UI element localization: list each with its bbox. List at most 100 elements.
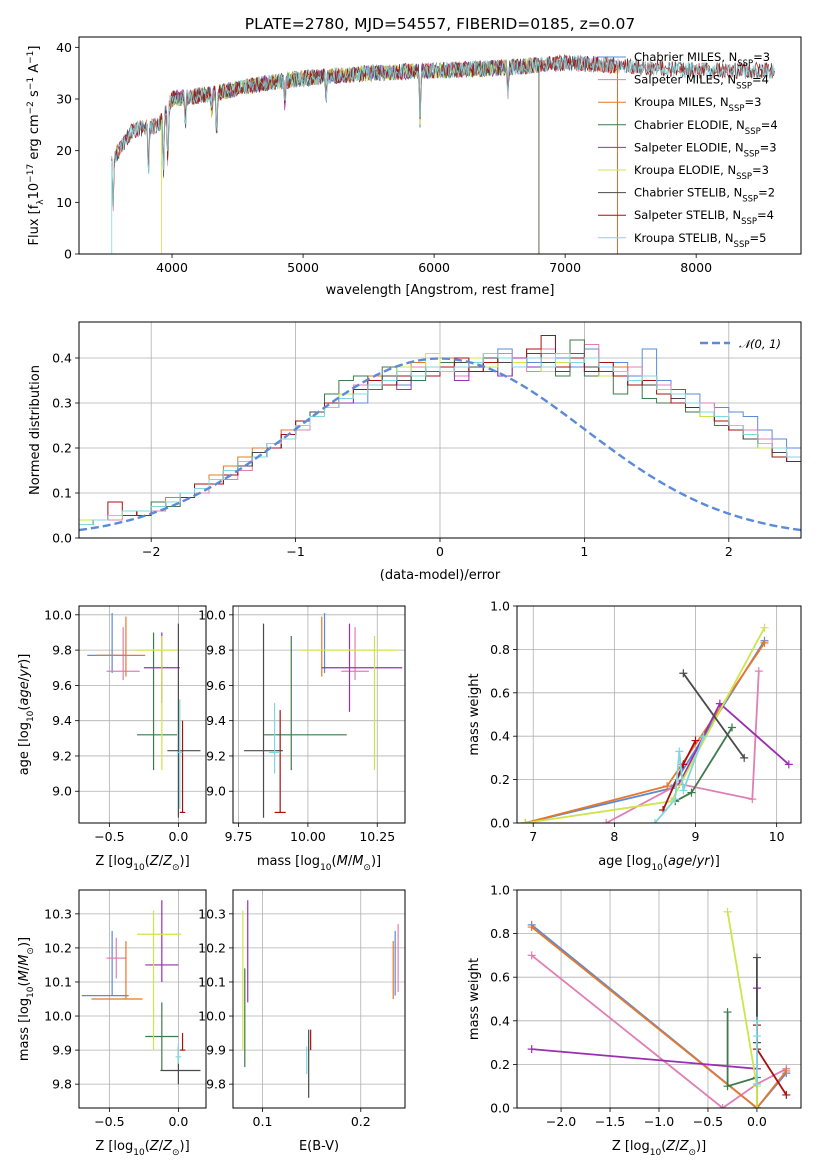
y-tick-label: 9.8: [206, 1077, 226, 1092]
x-tick-label: 10: [769, 829, 785, 844]
weight-marker: [718, 1104, 727, 1108]
weight-line-salpeter-stelib: [756, 1025, 788, 1096]
weight_vs_age-plot-area: [521, 623, 793, 823]
residuals-panel: −2 −1 0 1 2 0.0 0.1 0.2 0.3 0.4 (data-model)/error…: [28, 321, 802, 583]
y-tick-label: 9.2: [206, 748, 226, 763]
x-tick-label: 0.2: [351, 1114, 371, 1129]
weight-marker: [740, 753, 749, 762]
y-tick-label: 0.2: [490, 772, 510, 787]
weight-marker: [782, 1066, 791, 1075]
x-tick-label: 2: [725, 544, 733, 559]
weight-marker: [527, 923, 536, 932]
y-axis-label: mass weight: [467, 958, 482, 1040]
weight-marker: [754, 667, 763, 676]
y-tick-label: 0.6: [490, 970, 510, 985]
x-axis-label: E(B-V): [299, 1139, 339, 1154]
y-tick-label: 9.6: [52, 678, 72, 693]
y-tick-label: 10.0: [44, 607, 72, 622]
age_vs_mass-plot-area: [244, 613, 403, 818]
axis-label: Z [log10(Z/Z⊙)]: [95, 854, 189, 873]
y-tick-label: 30: [56, 92, 72, 107]
y-tick-label: 0.2: [490, 1057, 510, 1072]
weight-line-kroupa-miles: [531, 926, 788, 1108]
weight_vs_age-panel: 7 8 9 10 0.0 0.2 0.4 0.6 0.8 1.0 age [log10(age/yr…: [467, 599, 802, 873]
weight-marker: [663, 782, 672, 791]
y-tick-label: 0: [64, 247, 72, 262]
y-tick-label: 9.0: [206, 784, 226, 799]
weight-marker: [752, 1104, 761, 1108]
x-tick-label: −2.0: [546, 1114, 576, 1129]
x-tick-label: −0.5: [94, 1114, 124, 1129]
legend-entry: Kroupa STELIB, NSSP=5: [634, 231, 766, 250]
weight-marker: [671, 795, 680, 804]
y-tick-label: 9.4: [206, 713, 226, 728]
weight-line-chabrier-miles: [531, 924, 787, 1108]
spectrum-panel: 4000 5000 6000 7000 8000 0 10 20 30 40 PLATE=2780,…: [26, 15, 802, 298]
legend-entry: Salpeter MILES, NSSP=4: [634, 73, 769, 92]
x-tick-label: 0.0: [747, 1114, 767, 1129]
histogram-chabrier-elodie: [79, 339, 801, 525]
weight-marker: [521, 819, 530, 823]
x-tick-label: 9.75: [225, 829, 253, 844]
histogram-salpeter-stelib: [79, 335, 801, 525]
x-tick-label: −2: [142, 544, 160, 559]
mass_vs_ebv-plot-area: [242, 900, 399, 1098]
x-tick-label: 4000: [156, 260, 188, 275]
y-tick-label: 10.2: [44, 940, 72, 955]
axes-frame: [78, 36, 802, 255]
weight-line-salpeter-elodie: [531, 988, 758, 1070]
weight-marker: [715, 699, 724, 708]
x-tick-label: 10.00: [290, 829, 326, 844]
weight-line-chabrier-stelib: [682, 672, 745, 759]
y-tick-label: 10.3: [198, 906, 226, 921]
y-tick-label: 10.2: [198, 940, 226, 955]
y-tick-label: 0.8: [490, 642, 510, 657]
y-tick-label: 9.8: [206, 643, 226, 658]
weight-line-salpeter-miles: [531, 954, 787, 1108]
y-tick-label: 0.0: [490, 1101, 510, 1116]
weight-marker: [679, 669, 688, 678]
weight-marker: [760, 623, 769, 632]
weight_vs_Z-panel: −2.0 −1.5 −1.0 −0.5 0.0 0.0 0.2 0.4 0.6 0.8 1.0 Z […: [467, 883, 802, 1158]
y-tick-label: 9.9: [52, 1043, 72, 1058]
y-tick-label: 10.0: [198, 1009, 226, 1024]
legend-entry: Salpeter ELODIE, NSSP=3: [634, 140, 777, 159]
axes-frame: [232, 605, 406, 824]
legend-entry: 𝒩(0, 1): [739, 337, 781, 351]
y-tick-label: 40: [56, 40, 72, 55]
legend: Chabrier MILES, NSSP=3 Salpeter MILES, NS…: [598, 50, 778, 250]
y-tick-label: 9.9: [206, 1043, 226, 1058]
y-tick-label: 9.8: [52, 1077, 72, 1092]
spectrum-line-kroupa-stelib: [111, 55, 775, 207]
y-tick-label: 10.1: [198, 974, 226, 989]
x-tick-label: 1: [580, 544, 588, 559]
weight-marker: [782, 1090, 791, 1099]
weight-marker: [752, 1080, 761, 1089]
y-tick-label: 9.6: [206, 678, 226, 693]
y-axis-label: Flux [fλ10−17 erg cm−2 s−1 A−1]: [26, 46, 46, 246]
y-tick-label: 0.4: [490, 1013, 510, 1028]
y-axis-label: mass weight: [467, 673, 482, 755]
spectrum-line-salpeter-stelib: [111, 54, 775, 202]
y-tick-label: 0.0: [52, 531, 72, 546]
y-tick-label: 1.0: [490, 599, 510, 614]
x-tick-label: 7000: [549, 260, 581, 275]
x-tick-label: 9: [692, 829, 700, 844]
y-axis-label: Normed distribution: [28, 365, 43, 495]
y-tick-label: 0.2: [52, 441, 72, 456]
x-tick-label: −0.5: [693, 1114, 723, 1129]
mass_vs_Z-plot-area: [81, 900, 201, 1085]
x-tick-label: 5000: [287, 260, 319, 275]
spectrum-plot-area: [111, 53, 775, 254]
weight-marker: [527, 951, 536, 960]
chart-title: PLATE=2780, MJD=54557, FIBERID=0185, z=0…: [245, 15, 635, 33]
x-axis-label: wavelength [Angstrom, rest frame]: [326, 283, 555, 298]
spectrum-line-salpeter-miles: [111, 55, 618, 212]
y-tick-label: 0.4: [490, 729, 510, 744]
axis-label: mass [log10(M/M⊙)]: [257, 854, 381, 873]
weight-marker: [752, 953, 761, 962]
axis-label: Z [log10(Z/Z⊙)]: [95, 1139, 189, 1158]
residuals-plot-area: [79, 335, 801, 532]
x-tick-label: 0.0: [168, 1114, 188, 1129]
weight-marker: [699, 732, 708, 741]
